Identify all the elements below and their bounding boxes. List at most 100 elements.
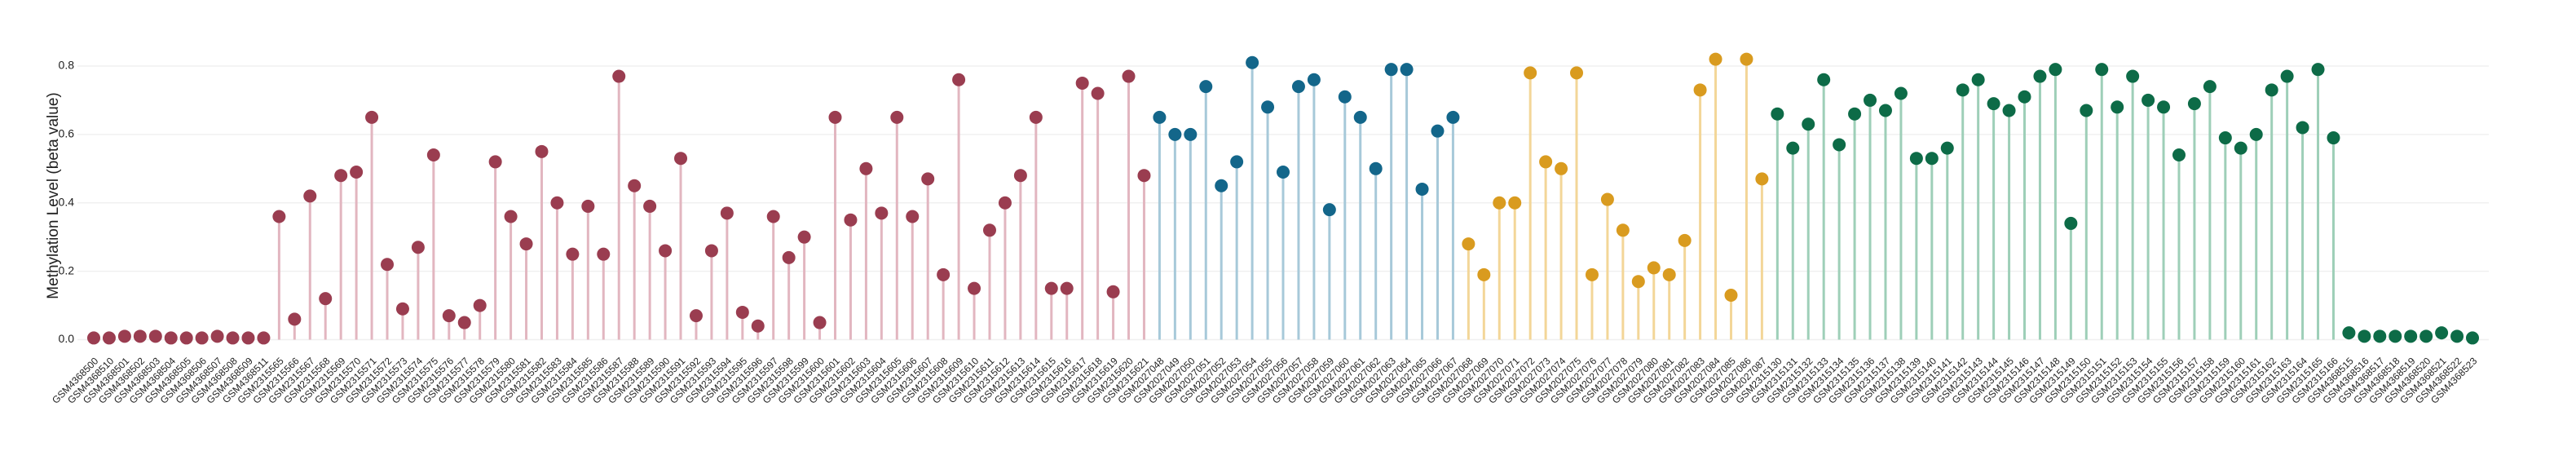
dot xyxy=(1261,100,1275,114)
dot xyxy=(2389,329,2402,343)
dot xyxy=(1168,127,1182,141)
dot xyxy=(2126,69,2140,83)
dot xyxy=(2265,83,2278,97)
dot xyxy=(597,247,611,261)
dot xyxy=(1848,107,1862,121)
dot xyxy=(2203,80,2217,94)
dot xyxy=(659,244,673,258)
dot xyxy=(1493,196,1506,210)
dot xyxy=(241,331,255,345)
dot xyxy=(2142,93,2155,107)
dot xyxy=(1709,52,1722,66)
y-tick-label: 0.4 xyxy=(59,195,75,208)
dot xyxy=(148,329,162,343)
dot xyxy=(2002,104,2016,117)
dot xyxy=(411,241,425,254)
dot xyxy=(319,292,333,306)
dot xyxy=(1817,73,1831,86)
dot xyxy=(1353,110,1367,124)
dot xyxy=(350,165,364,179)
dot xyxy=(982,223,996,237)
dot xyxy=(1137,169,1151,183)
dot xyxy=(2327,131,2340,145)
dot xyxy=(117,329,131,343)
dot xyxy=(828,110,842,124)
dot xyxy=(1755,172,1769,186)
dot xyxy=(2095,63,2109,77)
dot xyxy=(519,237,533,251)
dot xyxy=(395,302,409,316)
dot xyxy=(535,144,549,158)
dot xyxy=(2234,141,2247,155)
dot xyxy=(2172,148,2186,162)
dot xyxy=(689,309,703,323)
dot xyxy=(674,152,688,166)
y-tick-label: 0.8 xyxy=(59,59,75,72)
dot xyxy=(1864,93,1877,107)
dot xyxy=(2064,216,2078,230)
dot xyxy=(2033,69,2047,83)
y-tick-label: 0.0 xyxy=(59,332,75,345)
dot xyxy=(921,172,935,186)
dot xyxy=(1446,110,1460,124)
dot xyxy=(1060,281,1074,295)
y-axis-label: Methylation Level (beta value) xyxy=(45,92,62,298)
dot xyxy=(133,329,147,343)
dot xyxy=(937,267,951,281)
dot xyxy=(1786,141,1800,155)
dot xyxy=(2080,104,2093,117)
dot xyxy=(1230,155,1244,169)
dot xyxy=(1647,261,1661,275)
dot xyxy=(906,210,920,223)
dot xyxy=(2111,100,2124,114)
dot xyxy=(457,316,471,329)
dot xyxy=(1415,182,1429,196)
dot xyxy=(1771,107,1784,121)
dot xyxy=(751,319,765,333)
dot xyxy=(1477,267,1491,281)
dot xyxy=(1153,110,1167,124)
dot xyxy=(1184,127,1198,141)
dot xyxy=(102,331,116,345)
dot xyxy=(998,196,1012,210)
dot xyxy=(968,281,981,295)
dot xyxy=(813,316,827,329)
dot xyxy=(1971,73,1985,86)
dot xyxy=(875,206,889,220)
dot xyxy=(1215,179,1228,192)
dot xyxy=(2450,329,2464,343)
dot xyxy=(1013,169,1027,183)
dot xyxy=(2187,97,2201,111)
dot xyxy=(1555,161,1568,175)
dot xyxy=(844,213,858,227)
dot xyxy=(2419,329,2433,343)
dot xyxy=(766,210,780,223)
dot xyxy=(735,305,749,319)
dot xyxy=(1724,288,1738,302)
dot xyxy=(859,161,873,175)
y-tick-label: 0.2 xyxy=(59,263,75,276)
dot xyxy=(1956,83,1969,97)
dot xyxy=(1833,138,1846,152)
dot xyxy=(1539,155,1553,169)
dot xyxy=(2049,63,2062,77)
dot xyxy=(488,155,502,169)
dot xyxy=(1631,275,1645,289)
dot xyxy=(643,199,657,213)
dot xyxy=(164,331,178,345)
dot xyxy=(2404,329,2418,343)
dot xyxy=(1462,237,1475,251)
dot xyxy=(1122,69,1136,83)
dot xyxy=(1802,117,1815,131)
dot xyxy=(1307,73,1321,86)
dot xyxy=(1091,86,1105,100)
dot xyxy=(1384,63,1398,77)
dot xyxy=(1662,267,1676,281)
dot xyxy=(2296,121,2309,135)
dot xyxy=(179,331,193,345)
dot xyxy=(797,230,811,244)
dot xyxy=(365,110,379,124)
dot xyxy=(195,331,209,345)
dot xyxy=(257,331,271,345)
dot xyxy=(1106,285,1120,298)
